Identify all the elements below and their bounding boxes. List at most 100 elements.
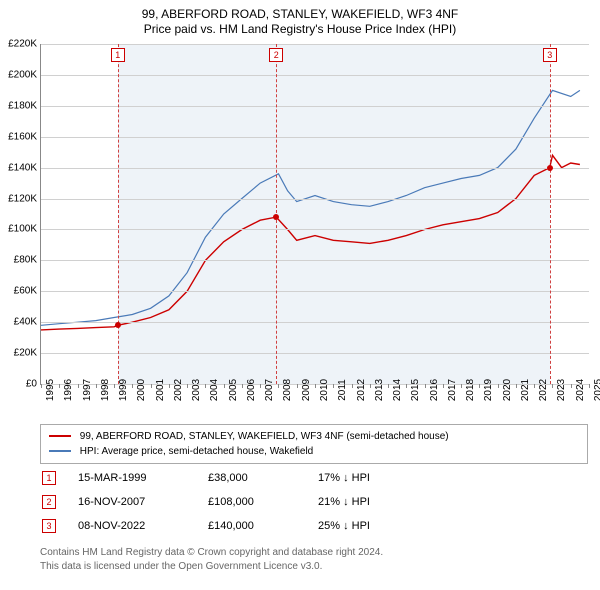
x-axis-label: 2018 [465, 379, 476, 401]
y-axis-label: £60K [0, 286, 37, 297]
y-axis-label: £0 [0, 379, 37, 390]
x-axis-label: 2001 [155, 379, 166, 401]
x-axis-label: 1997 [82, 379, 93, 401]
event-date: 08-NOV-2022 [78, 520, 208, 532]
x-tick [59, 384, 60, 388]
y-axis-label: £220K [0, 39, 37, 50]
footer-line: Contains HM Land Registry data © Crown c… [40, 546, 588, 560]
event-date: 15-MAR-1999 [78, 472, 208, 484]
x-axis-label: 2009 [301, 379, 312, 401]
sale-dot [547, 165, 553, 171]
chart-subtitle: Price paid vs. HM Land Registry's House … [0, 22, 600, 36]
gridline [41, 137, 589, 138]
x-axis-label: 2022 [538, 379, 549, 401]
y-axis-label: £100K [0, 224, 37, 235]
sale-marker: 3 [543, 48, 557, 62]
x-axis-label: 2000 [136, 379, 147, 401]
chart-area: £0£20K£40K£60K£80K£100K£120K£140K£160K£1… [40, 44, 589, 385]
event-marker: 1 [42, 471, 56, 485]
x-axis-label: 2008 [282, 379, 293, 401]
sale-dot [115, 322, 121, 328]
event-row: 2 16-NOV-2007 £108,000 21% ↓ HPI [40, 490, 588, 514]
x-axis-label: 2023 [556, 379, 567, 401]
y-axis-label: £140K [0, 162, 37, 173]
x-tick [187, 384, 188, 388]
x-axis-label: 2025 [593, 379, 600, 401]
event-price: £108,000 [208, 496, 318, 508]
gridline [41, 44, 589, 45]
sale-vline [550, 44, 551, 384]
series-hpi [41, 90, 580, 325]
sale-marker: 1 [111, 48, 125, 62]
y-axis-label: £80K [0, 255, 37, 266]
event-delta: 17% ↓ HPI [318, 472, 438, 484]
x-axis-label: 2007 [264, 379, 275, 401]
chart-title: 99, ABERFORD ROAD, STANLEY, WAKEFIELD, W… [0, 0, 600, 22]
x-tick [552, 384, 553, 388]
x-tick [114, 384, 115, 388]
x-tick [461, 384, 462, 388]
x-axis-label: 2019 [483, 379, 494, 401]
x-axis-label: 2024 [575, 379, 586, 401]
x-tick [151, 384, 152, 388]
y-axis-label: £180K [0, 100, 37, 111]
x-tick [406, 384, 407, 388]
sale-dot [273, 214, 279, 220]
legend-swatch [49, 435, 71, 437]
x-axis-label: 2002 [173, 379, 184, 401]
x-axis-label: 2013 [374, 379, 385, 401]
x-tick [516, 384, 517, 388]
legend-label: HPI: Average price, semi-detached house,… [80, 446, 313, 457]
x-tick [260, 384, 261, 388]
x-tick [498, 384, 499, 388]
x-tick [278, 384, 279, 388]
y-axis-label: £20K [0, 348, 37, 359]
x-tick [315, 384, 316, 388]
x-axis-label: 1998 [100, 379, 111, 401]
event-delta: 25% ↓ HPI [318, 520, 438, 532]
x-tick [78, 384, 79, 388]
footer-attribution: Contains HM Land Registry data © Crown c… [40, 546, 588, 573]
x-axis-label: 1999 [118, 379, 129, 401]
x-axis-label: 2017 [447, 379, 458, 401]
x-tick [425, 384, 426, 388]
gridline [41, 322, 589, 323]
x-tick [352, 384, 353, 388]
event-delta: 21% ↓ HPI [318, 496, 438, 508]
gridline [41, 75, 589, 76]
gridline [41, 260, 589, 261]
x-axis-label: 2016 [429, 379, 440, 401]
x-axis-label: 2005 [228, 379, 239, 401]
x-tick [479, 384, 480, 388]
x-axis-label: 2021 [520, 379, 531, 401]
chart-svg [41, 44, 589, 384]
gridline [41, 106, 589, 107]
y-axis-label: £200K [0, 69, 37, 80]
x-tick [571, 384, 572, 388]
x-axis-label: 2003 [191, 379, 202, 401]
event-row: 1 15-MAR-1999 £38,000 17% ↓ HPI [40, 466, 588, 490]
event-price: £140,000 [208, 520, 318, 532]
y-axis-label: £40K [0, 317, 37, 328]
x-axis-label: 1996 [63, 379, 74, 401]
x-axis-label: 2006 [246, 379, 257, 401]
gridline [41, 353, 589, 354]
footer-line: This data is licensed under the Open Gov… [40, 560, 588, 574]
x-axis-label: 2011 [337, 379, 348, 401]
x-tick [333, 384, 334, 388]
x-axis-label: 2004 [209, 379, 220, 401]
x-axis-label: 2015 [410, 379, 421, 401]
x-axis-label: 1995 [45, 379, 56, 401]
x-tick [534, 384, 535, 388]
events-table: 1 15-MAR-1999 £38,000 17% ↓ HPI 2 16-NOV… [40, 466, 588, 538]
x-axis-label: 2020 [502, 379, 513, 401]
x-axis-label: 2012 [356, 379, 367, 401]
series-property [41, 155, 580, 330]
sale-vline [118, 44, 119, 384]
x-tick [205, 384, 206, 388]
x-tick [242, 384, 243, 388]
x-tick [41, 384, 42, 388]
legend-swatch [49, 450, 71, 452]
x-tick [132, 384, 133, 388]
y-axis-label: £160K [0, 131, 37, 142]
